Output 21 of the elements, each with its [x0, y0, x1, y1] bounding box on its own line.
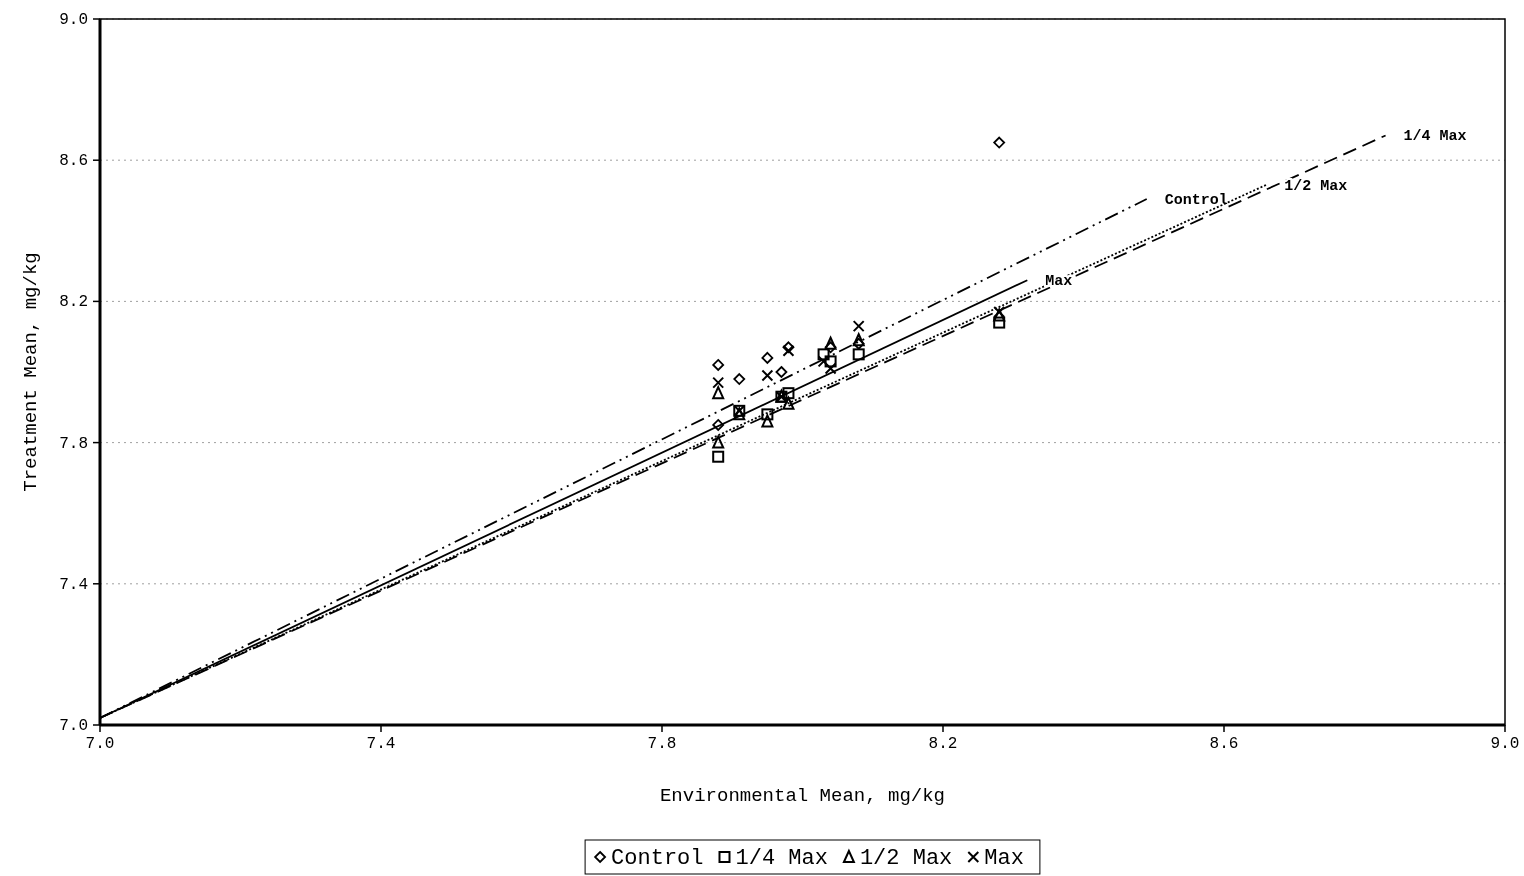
y-tick-label: 8.6	[59, 152, 88, 171]
legend-label: Control	[611, 846, 704, 871]
y-tick-label: 7.4	[59, 575, 88, 594]
legend-label: 1/4 Max	[735, 846, 828, 871]
x-tick-label: 8.2	[928, 735, 958, 753]
series-label: Control	[1164, 192, 1228, 210]
x-tick-label: 7.4	[366, 735, 396, 753]
legend-label: 1/2 Max	[859, 846, 953, 871]
x-tick-label: 9.0	[1490, 735, 1520, 753]
x-axis-title: Environmental Mean, mg/kg	[659, 785, 946, 807]
y-axis-title: Treatment Mean, mg/kg	[20, 252, 42, 492]
x-tick-label: 7.8	[647, 735, 677, 753]
x-tick-label: 8.6	[1209, 735, 1239, 753]
x-tick-label: 7.0	[85, 735, 115, 753]
y-tick-label: 9.0	[59, 11, 88, 29]
y-tick-label: 7.8	[59, 434, 88, 453]
series-label: 1/4 Max	[1403, 128, 1467, 146]
legend-label: Max	[984, 846, 1024, 871]
series-label: 1/2 Max	[1284, 177, 1348, 195]
y-tick-label: 7.0	[59, 717, 88, 735]
y-tick-label: 8.2	[59, 293, 88, 312]
